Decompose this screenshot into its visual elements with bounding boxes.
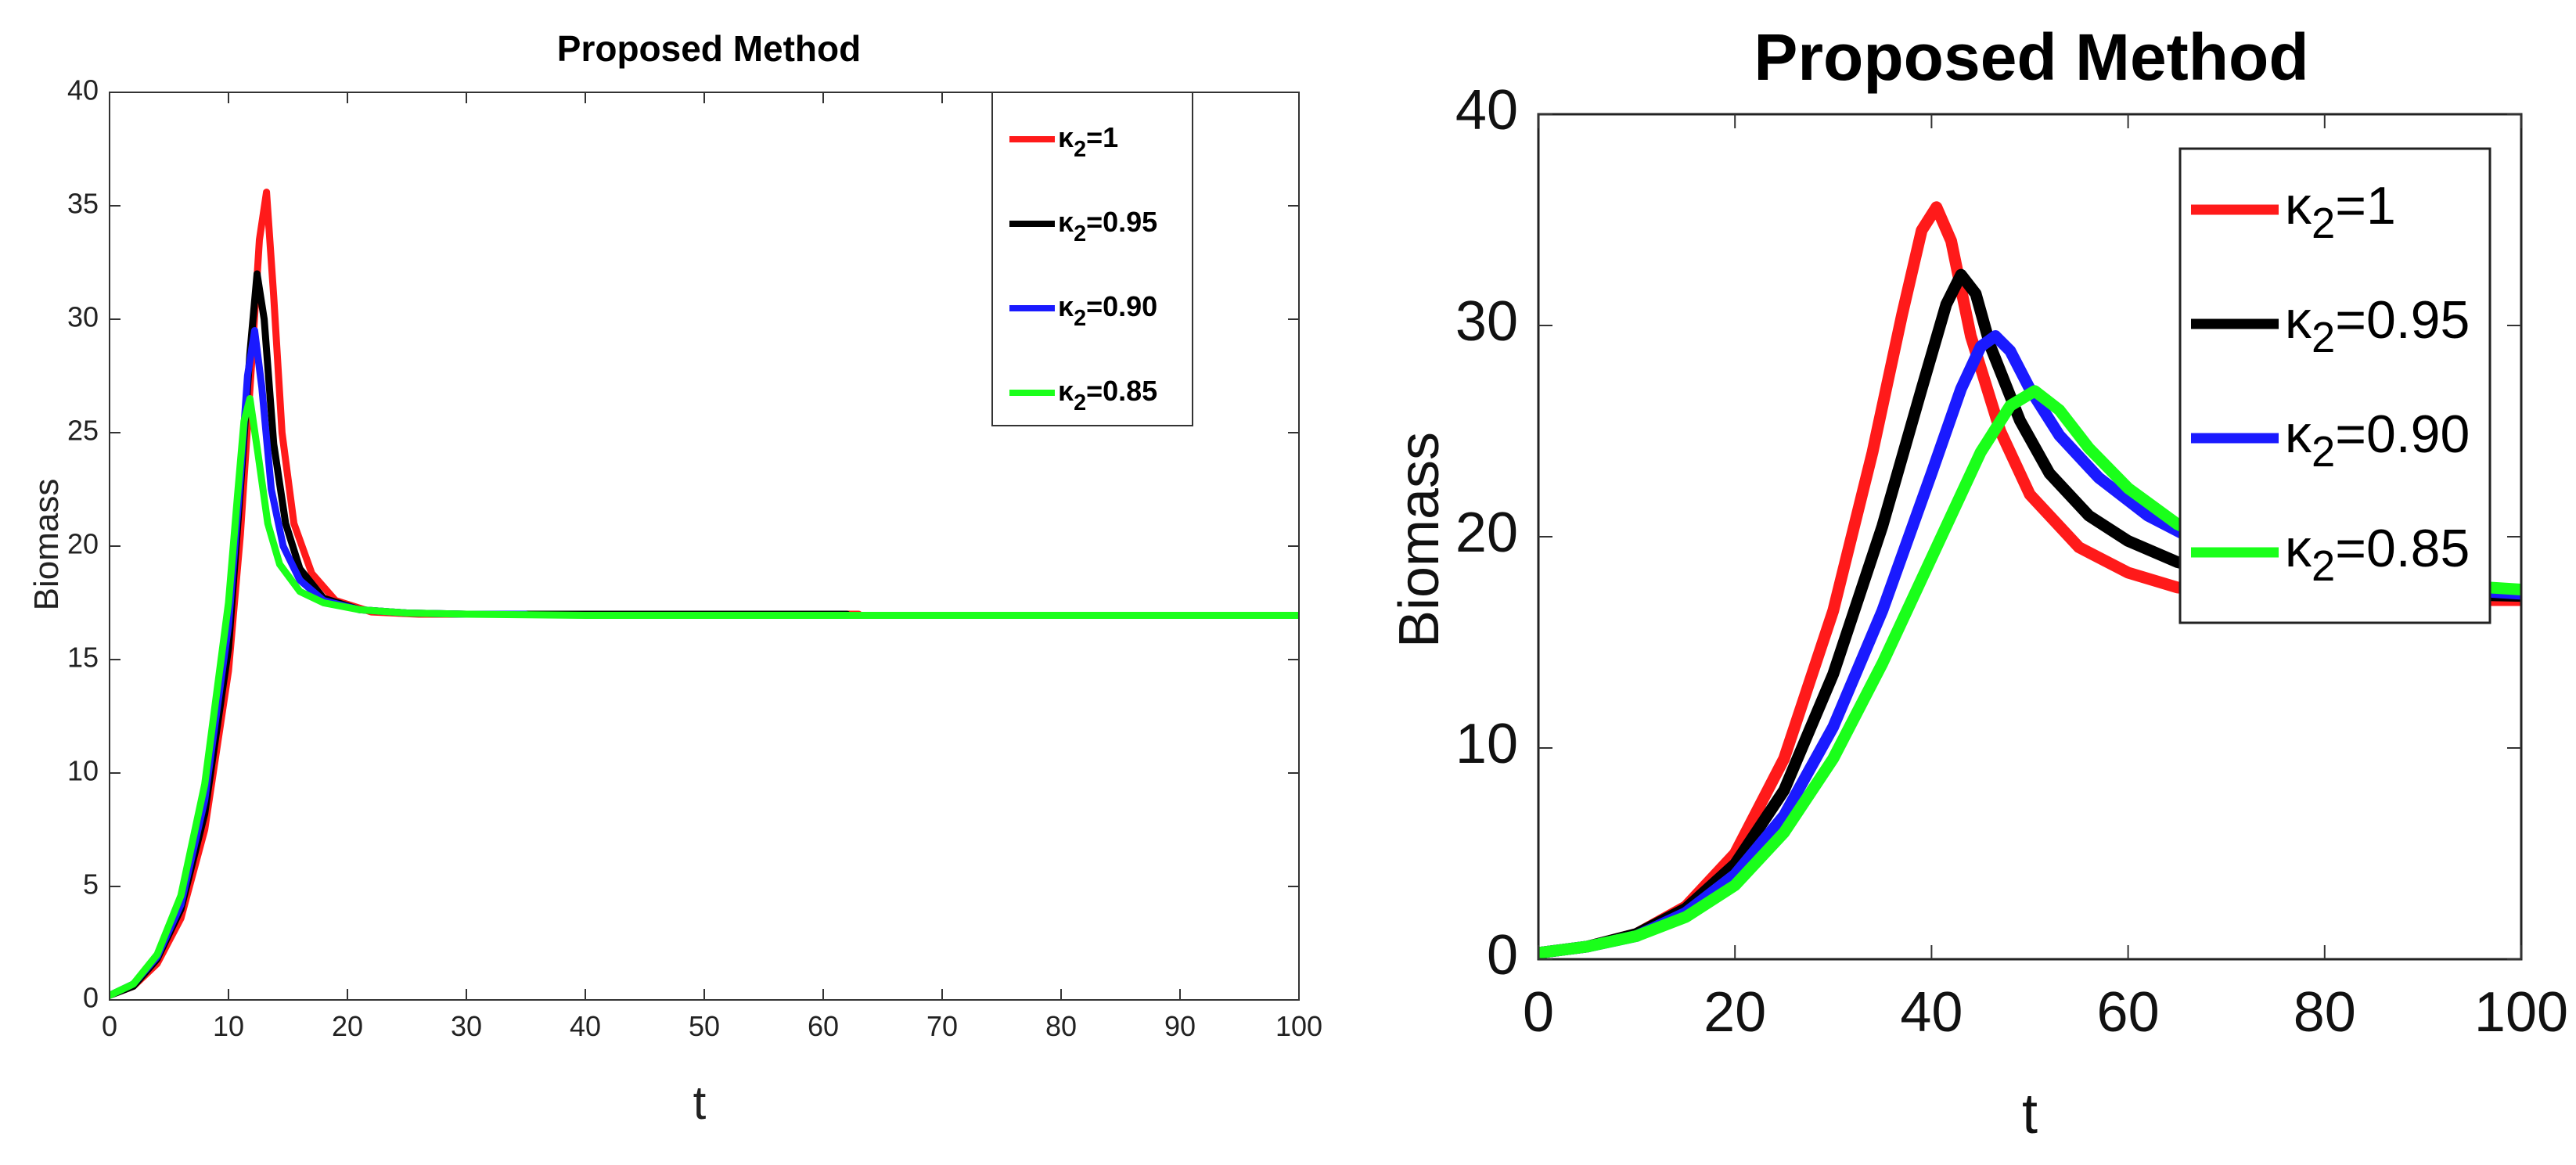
- right-y-ticks: 0 10 20 30 40: [1455, 79, 2521, 987]
- right-x-tick-label: 80: [2294, 981, 2356, 1044]
- left-series-group: [110, 189, 1299, 999]
- left-x-tick-label: 0: [102, 1010, 117, 1042]
- right-chart-title: Proposed Method: [1754, 20, 2308, 94]
- left-x-tick-label: 40: [570, 1010, 601, 1042]
- left-x-tick-label: 100: [1275, 1010, 1322, 1042]
- left-chart: Proposed Method 0 10 20 30 40 50 60 70 80 90 100 0…: [27, 28, 1322, 1129]
- left-legend-label-2: κ2=0.95: [1058, 206, 1157, 246]
- left-y-axis-label: Biomass: [27, 479, 66, 611]
- left-y-tick-label: 25: [67, 415, 99, 447]
- right-y-axis-label: Biomass: [1388, 432, 1451, 648]
- left-legend-label-3: κ2=0.90: [1058, 290, 1157, 331]
- left-x-tick-label: 50: [689, 1010, 720, 1042]
- right-legend-label-4: κ2=0.85: [2285, 519, 2470, 590]
- left-y-tick-label: 0: [83, 982, 99, 1014]
- right-y-tick-label: 40: [1455, 79, 1518, 142]
- left-y-tick-label: 35: [67, 188, 99, 220]
- right-legend-label-2: κ2=0.95: [2285, 290, 2470, 361]
- left-legend-box: [991, 92, 1193, 426]
- right-y-tick-label: 30: [1455, 290, 1518, 353]
- left-x-tick-label: 80: [1045, 1010, 1077, 1042]
- left-x-ticks: 0 10 20 30 40 50 60 70 80 90 100: [102, 92, 1322, 1042]
- right-legend: κ2=1 κ2=0.95 κ2=0.90 κ2=0.85: [2178, 147, 2491, 624]
- left-x-axis-label: t: [693, 1077, 707, 1129]
- right-chart: Proposed Method 0 20 40 60 80 100 0 10 20 30 40 t…: [1388, 20, 2568, 1145]
- left-y-tick-label: 5: [83, 868, 99, 901]
- left-x-tick-label: 90: [1164, 1010, 1196, 1042]
- left-y-tick-label: 20: [67, 528, 99, 560]
- right-y-tick-label: 0: [1487, 924, 1518, 987]
- left-legend: κ2=1 κ2=0.95 κ2=0.90 κ2=0.85: [991, 92, 1193, 426]
- right-legend-label-3: κ2=0.90: [2285, 405, 2470, 476]
- left-y-tick-label: 40: [67, 74, 99, 106]
- right-y-tick-label: 10: [1455, 713, 1518, 775]
- left-x-tick-label: 70: [926, 1010, 958, 1042]
- right-x-tick-label: 20: [1704, 981, 1766, 1044]
- right-x-tick-label: 40: [1900, 981, 1963, 1044]
- left-legend-label-1: κ2=1: [1058, 121, 1118, 162]
- left-legend-label-4: κ2=0.85: [1058, 375, 1157, 415]
- right-y-tick-label: 20: [1455, 502, 1518, 564]
- right-legend-label-1: κ2=1: [2285, 176, 2396, 247]
- left-x-tick-label: 20: [332, 1010, 363, 1042]
- left-series-line-4: [110, 395, 1299, 999]
- left-x-tick-label: 30: [451, 1010, 482, 1042]
- left-x-tick-label: 60: [808, 1010, 839, 1042]
- right-x-tick-label: 0: [1523, 981, 1554, 1044]
- right-x-axis-label: t: [2022, 1083, 2038, 1145]
- left-plot-area: [110, 189, 1299, 999]
- right-legend-box: [2178, 147, 2491, 624]
- right-x-tick-label: 60: [2097, 981, 2160, 1044]
- right-x-ticks: 0 20 40 60 80 100: [1523, 114, 2568, 1044]
- left-y-tick-label: 15: [67, 642, 99, 674]
- left-y-ticks: 0 5 10 15 20 25 30 35 40: [67, 74, 1299, 1014]
- left-y-tick-label: 10: [67, 755, 99, 787]
- left-chart-title: Proposed Method: [557, 28, 861, 69]
- left-y-tick-label: 30: [67, 301, 99, 333]
- left-x-tick-label: 10: [213, 1010, 244, 1042]
- right-x-tick-label: 100: [2474, 981, 2568, 1044]
